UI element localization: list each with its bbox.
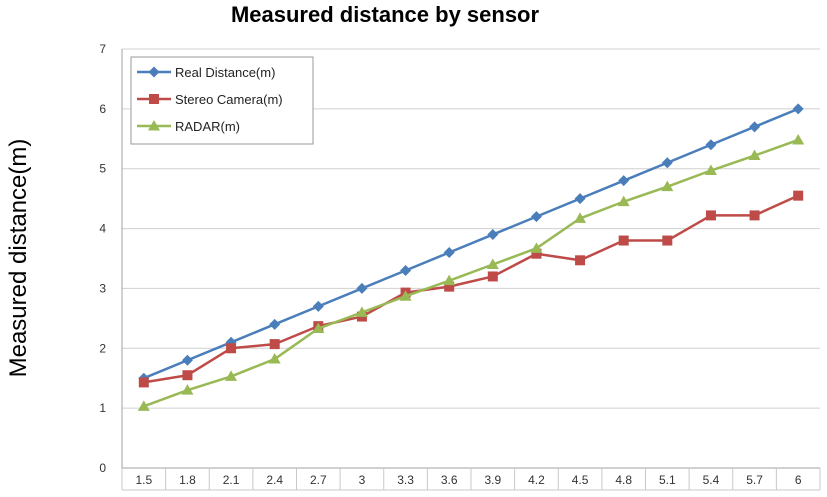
radar-point: [355, 306, 368, 317]
real-distance-point: [705, 139, 717, 151]
stereo-camera-point: [269, 339, 280, 350]
x-tick-label: 2.7: [310, 473, 327, 487]
x-tick-label: 5.4: [703, 473, 720, 487]
x-tick-label: 3.3: [397, 473, 414, 487]
stereo-camera-point: [793, 190, 804, 201]
y-tick-label: 5: [99, 162, 106, 176]
x-tick-label: 4.8: [615, 473, 632, 487]
legend: Real Distance(m) Stereo Camera(m) RADAR(m): [130, 56, 314, 145]
legend-swatch-marker: [149, 94, 159, 104]
x-tick-label: 1.5: [135, 473, 152, 487]
radar-point: [661, 180, 674, 192]
radar-point: [617, 195, 630, 207]
x-tick-label: 1.8: [179, 473, 196, 487]
x-tick-label: 2.1: [223, 473, 240, 487]
y-axis-ticks: 0 1 2 3 4 5 6 7: [99, 42, 106, 475]
stereo-camera-point: [182, 370, 193, 381]
real-distance-point: [618, 175, 630, 187]
real-distance-point: [530, 211, 542, 223]
real-distance-point: [312, 300, 324, 312]
series-radar: [137, 133, 805, 411]
real-distance-point: [443, 247, 455, 259]
series-real-distance: [138, 103, 804, 384]
stereo-camera-point: [487, 271, 498, 282]
radar-point: [748, 149, 761, 161]
x-tick-label: 3.6: [441, 473, 458, 487]
y-axis-label: Measured distance(m): [5, 139, 32, 378]
stereo-camera-point: [444, 281, 455, 292]
radar-point: [225, 370, 238, 381]
x-tick-label: 2.4: [266, 473, 283, 487]
axes: [121, 49, 821, 491]
x-tick-label: 6: [795, 473, 802, 487]
radar-point: [181, 384, 194, 395]
x-tick-label: 5.1: [659, 473, 676, 487]
y-tick-label: 3: [99, 281, 106, 295]
stereo-camera-point: [618, 235, 629, 246]
stereo-camera-point: [705, 210, 716, 221]
legend-item-stereo-camera: Stereo Camera(m): [137, 92, 283, 107]
y-tick-label: 0: [99, 461, 106, 475]
legend-swatch-marker: [148, 66, 160, 78]
series-stereo-camera: [138, 190, 804, 388]
radar-point: [486, 258, 499, 269]
x-tick-label: 5.7: [746, 473, 763, 487]
stereo-camera-point: [138, 377, 149, 388]
stereo-camera-point: [226, 343, 237, 354]
radar-point: [443, 274, 456, 286]
legend-label: Stereo Camera(m): [175, 92, 283, 107]
y-tick-label: 2: [99, 341, 106, 355]
radar-point: [137, 400, 150, 411]
legend-label: Real Distance(m): [175, 65, 275, 80]
real-distance-point: [487, 229, 499, 241]
real-distance-line: [143, 107, 799, 380]
real-distance-point: [574, 193, 586, 205]
y-tick-label: 7: [99, 42, 106, 56]
stereo-camera-line: [143, 194, 799, 384]
radar-point: [268, 353, 281, 364]
x-tick-label: 4.2: [528, 473, 545, 487]
y-tick-label: 6: [99, 102, 106, 116]
stereo-camera-point: [662, 235, 673, 246]
real-distance-point: [181, 354, 193, 366]
legend-label: RADAR(m): [175, 119, 240, 134]
y-tick-label: 4: [99, 222, 106, 236]
real-distance-point: [749, 121, 761, 133]
radar-point: [399, 290, 412, 301]
radar-point: [312, 322, 325, 334]
radar-line: [143, 138, 799, 408]
radar-point: [704, 164, 717, 176]
real-distance-point: [356, 282, 368, 294]
real-distance-point: [400, 264, 412, 276]
legend-item-real-distance: Real Distance(m): [137, 65, 275, 80]
y-tick-label: 1: [99, 401, 106, 415]
radar-point: [792, 133, 805, 145]
stereo-camera-point: [749, 210, 760, 221]
x-tick-label: 3: [359, 473, 366, 487]
stereo-camera-point: [575, 255, 586, 266]
chart-title: Measured distance by sensor: [231, 2, 540, 27]
radar-point: [530, 242, 543, 253]
x-tick-label: 3.9: [484, 473, 501, 487]
legend-swatch-marker: [148, 120, 160, 131]
radar-point: [574, 212, 587, 223]
real-distance-point: [792, 103, 804, 115]
x-axis-ticks: 1.5 1.8 2.1 2.4 2.7 3 3.3 3.6 3.9 4.2 4.5 4.8 5.1 5.4…: [135, 473, 801, 487]
series-layer: [137, 103, 805, 411]
legend-item-radar: RADAR(m): [137, 119, 240, 134]
real-distance-point: [661, 157, 673, 169]
x-tick-label: 4.5: [572, 473, 589, 487]
real-distance-point: [269, 318, 281, 330]
stereo-camera-point: [531, 248, 542, 259]
